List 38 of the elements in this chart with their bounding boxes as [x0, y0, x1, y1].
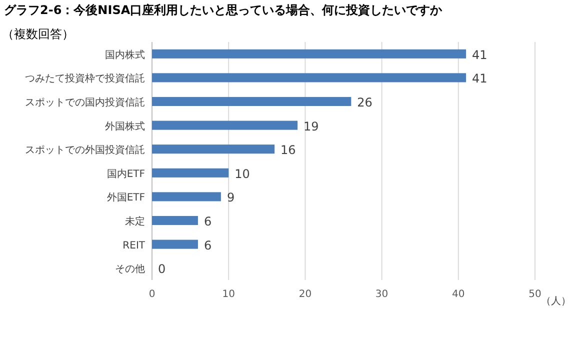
bar — [152, 96, 352, 106]
bar — [152, 144, 275, 154]
bar — [152, 192, 221, 202]
x-tick-label: 20 — [298, 289, 312, 300]
data-label: 6 — [204, 238, 212, 252]
x-tick-label: 30 — [375, 289, 388, 300]
x-tick-label: 40 — [452, 289, 465, 300]
bar — [152, 120, 298, 130]
y-tick-label: スポットでの国内投資信託 — [25, 96, 145, 108]
data-label: 10 — [234, 166, 250, 181]
y-tick-label: 外国株式 — [105, 120, 145, 132]
bar — [152, 168, 229, 178]
x-axis-title: （人） — [541, 296, 571, 307]
y-tick-label: REIT — [122, 240, 146, 252]
y-tick-label: 外国ETF — [106, 192, 146, 204]
y-tick-label: 未定 — [125, 216, 145, 228]
bar — [152, 240, 198, 249]
x-tick-label: 0 — [148, 289, 156, 300]
text: （複数回答） — [2, 27, 74, 41]
data-label: 16 — [280, 143, 296, 158]
data-label: 41 — [472, 48, 488, 62]
data-label: 26 — [357, 96, 372, 110]
y-tick-label: 国内ETF — [106, 168, 146, 180]
y-tick-label: つみたて投資枠で投資信託 — [25, 72, 145, 85]
data-label: 41 — [472, 72, 488, 86]
y-tick-label: スポットでの外国投資信託 — [25, 144, 145, 156]
data-label: 6 — [204, 214, 212, 228]
chart-title: グラフ2-6：今後NISA口座利用したいと思っている場合、何に投資したいですか — [4, 3, 444, 17]
bar — [152, 73, 466, 82]
bar — [152, 216, 198, 226]
data-label: 19 — [304, 119, 319, 134]
x-tick-label: 10 — [222, 289, 235, 300]
y-tick-label: その他 — [115, 263, 145, 276]
data-label: 9 — [226, 190, 235, 205]
bar — [152, 49, 466, 58]
y-tick-label: 国内株式 — [105, 48, 145, 61]
x-tick-label: 50 — [528, 289, 542, 300]
data-label: 0 — [158, 262, 166, 276]
